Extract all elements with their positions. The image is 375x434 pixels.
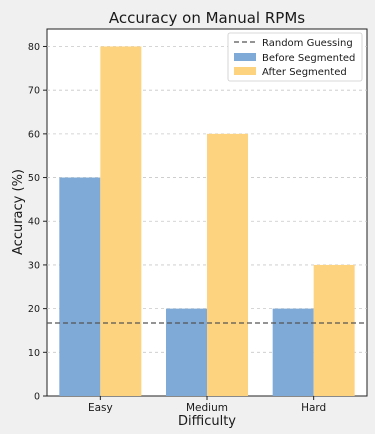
- y-tick-label: 0: [34, 392, 40, 403]
- y-tick-label: 40: [28, 217, 40, 228]
- y-tick-label: 60: [28, 129, 40, 140]
- x-axis-label: Difficulty: [178, 414, 236, 429]
- legend-label-random-guessing: Random Guessing: [262, 38, 353, 49]
- bar-hard-before: [272, 308, 314, 396]
- y-tick-label: 30: [28, 260, 40, 271]
- x-tick-label: Hard: [301, 402, 326, 414]
- bars: [59, 46, 355, 396]
- legend-swatch-after: [234, 67, 256, 75]
- bar-hard-after: [313, 264, 355, 396]
- y-tick-label: 50: [28, 173, 40, 184]
- x-tick-label: Easy: [88, 402, 113, 414]
- y-tick-label: 20: [28, 304, 40, 315]
- x-tick-label: Medium: [186, 402, 228, 414]
- y-tick-label: 70: [28, 86, 40, 97]
- legend-label-after: After Segmented: [262, 67, 347, 78]
- y-tick-label: 10: [28, 348, 40, 359]
- bar-medium-before: [166, 308, 207, 396]
- bar-easy-before: [59, 177, 101, 396]
- y-axis-label: Accuracy (%): [11, 169, 26, 255]
- legend-swatch-before: [234, 53, 256, 61]
- legend: Random Guessing Before Segmented After Seg…: [227, 32, 363, 82]
- y-tick-label: 80: [28, 42, 40, 53]
- legend-box: [227, 32, 363, 82]
- chart-title: Accuracy on Manual RPMs: [109, 9, 305, 27]
- bar-easy-after: [100, 46, 142, 396]
- axes: 0 10 20 30 40 50 60 70 80 Easy Medium Hard: [28, 42, 326, 414]
- bar-medium-after: [207, 133, 248, 396]
- legend-label-before: Before Segmented: [262, 53, 355, 64]
